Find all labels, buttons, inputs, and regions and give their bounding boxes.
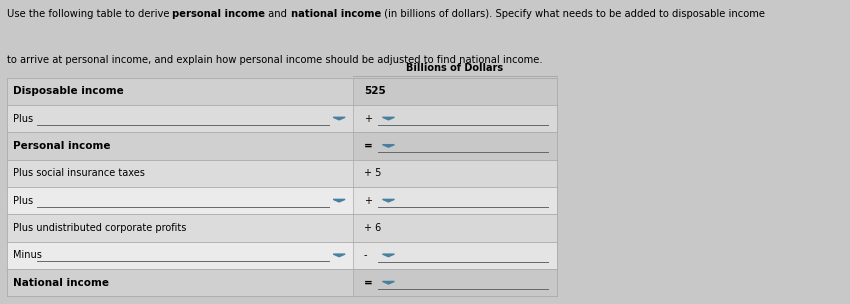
Bar xyxy=(7,187,353,214)
Text: (in billions of dollars). Specify what needs to be added to disposable income: (in billions of dollars). Specify what n… xyxy=(381,9,765,19)
Bar xyxy=(353,269,557,296)
Text: Use the following table to derive: Use the following table to derive xyxy=(7,9,173,19)
Text: personal income: personal income xyxy=(173,9,265,19)
Text: -: - xyxy=(364,250,367,260)
Bar xyxy=(353,105,557,132)
Text: +: + xyxy=(364,114,371,123)
Bar xyxy=(7,132,353,160)
Polygon shape xyxy=(382,117,394,120)
Bar xyxy=(7,269,353,296)
Text: Plus: Plus xyxy=(13,114,33,123)
Text: + 6: + 6 xyxy=(364,223,381,233)
Bar xyxy=(353,160,557,187)
Bar xyxy=(7,242,353,269)
Text: 525: 525 xyxy=(364,86,386,96)
Polygon shape xyxy=(333,199,345,202)
Text: Personal income: Personal income xyxy=(13,141,110,151)
Bar xyxy=(353,132,557,160)
Bar xyxy=(7,78,353,105)
Polygon shape xyxy=(382,199,394,202)
Text: Billions of Dollars: Billions of Dollars xyxy=(406,63,503,73)
Text: Plus: Plus xyxy=(13,196,33,206)
Text: National income: National income xyxy=(13,278,109,288)
Polygon shape xyxy=(333,254,345,257)
Text: Plus social insurance taxes: Plus social insurance taxes xyxy=(13,168,145,178)
Text: + 5: + 5 xyxy=(364,168,381,178)
Text: to arrive at personal income, and explain how personal income should be adjusted: to arrive at personal income, and explai… xyxy=(7,55,542,65)
Text: =: = xyxy=(364,141,372,151)
Bar xyxy=(7,160,353,187)
Bar xyxy=(353,242,557,269)
Text: Minus: Minus xyxy=(13,250,42,260)
Text: Disposable income: Disposable income xyxy=(13,86,123,96)
Bar xyxy=(7,214,353,242)
Text: national income: national income xyxy=(291,9,381,19)
Text: =: = xyxy=(364,278,372,288)
Bar xyxy=(7,105,353,132)
Text: and: and xyxy=(265,9,291,19)
Bar xyxy=(353,187,557,214)
Bar xyxy=(353,78,557,105)
Text: Plus undistributed corporate profits: Plus undistributed corporate profits xyxy=(13,223,186,233)
Polygon shape xyxy=(382,145,394,147)
Polygon shape xyxy=(382,282,394,284)
Text: +: + xyxy=(364,196,371,206)
Polygon shape xyxy=(333,117,345,120)
Bar xyxy=(353,214,557,242)
Polygon shape xyxy=(382,254,394,257)
